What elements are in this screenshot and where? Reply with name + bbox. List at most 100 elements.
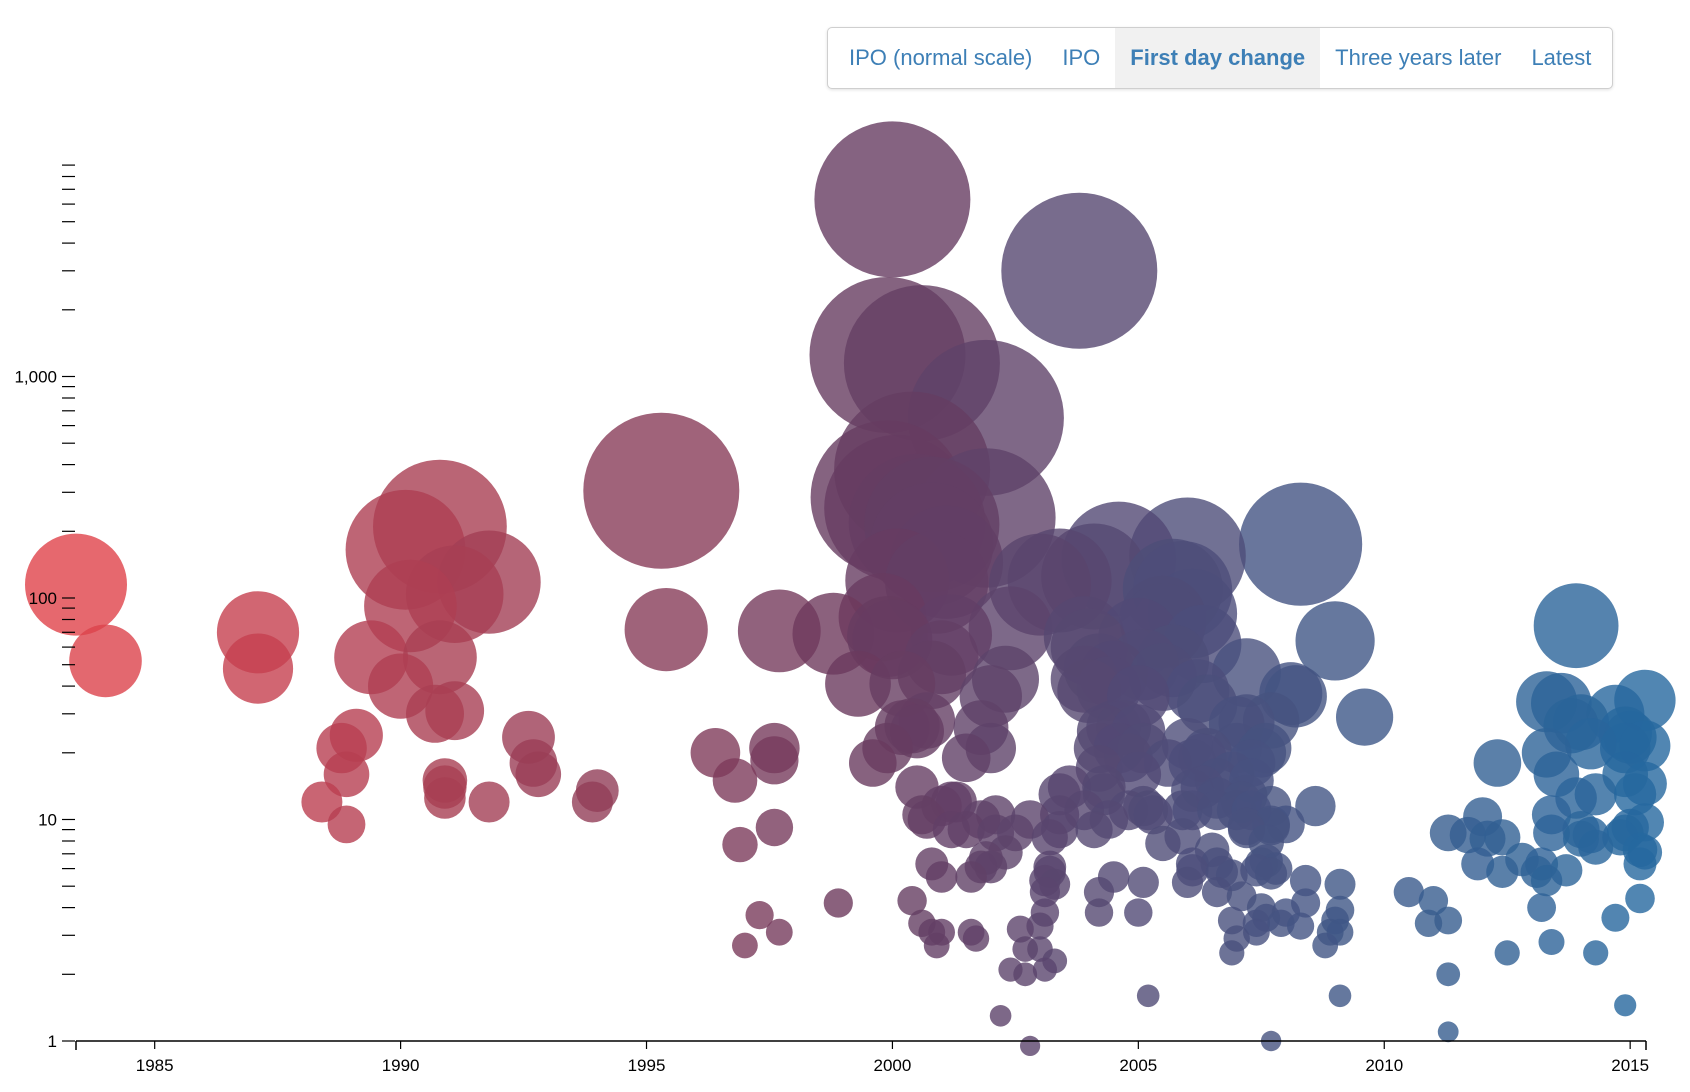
data-point[interactable] bbox=[1006, 915, 1034, 943]
x-tick-label: 1995 bbox=[628, 1056, 666, 1075]
data-point[interactable] bbox=[1436, 962, 1461, 987]
data-point[interactable] bbox=[1001, 192, 1158, 349]
data-point[interactable] bbox=[1418, 886, 1449, 916]
data-point[interactable] bbox=[424, 777, 466, 819]
data-point[interactable] bbox=[1486, 855, 1519, 889]
data-point[interactable] bbox=[1494, 940, 1520, 966]
x-axis: 1985 1990 1995 2000 2005 2010 2015 bbox=[75, 1040, 1649, 1075]
data-point[interactable] bbox=[1601, 903, 1630, 932]
data-point[interactable] bbox=[1201, 877, 1233, 908]
data-point[interactable] bbox=[624, 588, 708, 672]
view-tab-bar: IPO (normal scale) IPO First day change … bbox=[827, 27, 1614, 89]
data-point[interactable] bbox=[1533, 583, 1619, 669]
data-point[interactable] bbox=[323, 751, 370, 798]
x-tick-label: 2015 bbox=[1611, 1056, 1649, 1075]
data-point[interactable] bbox=[1437, 1021, 1459, 1043]
data-point[interactable] bbox=[1029, 877, 1060, 908]
data-point[interactable] bbox=[897, 886, 927, 916]
data-point[interactable] bbox=[1289, 864, 1322, 897]
data-point[interactable] bbox=[745, 901, 774, 930]
data-point[interactable] bbox=[468, 781, 510, 823]
tab-three-years-later[interactable]: Three years later bbox=[1335, 45, 1502, 70]
data-point[interactable] bbox=[989, 1005, 1012, 1027]
data-point[interactable] bbox=[583, 412, 740, 569]
data-point[interactable] bbox=[1414, 909, 1443, 937]
data-point[interactable] bbox=[1578, 829, 1614, 865]
tab-ipo-normal-scale[interactable]: IPO (normal scale) bbox=[849, 45, 1033, 70]
data-point[interactable] bbox=[1287, 912, 1315, 940]
data-point[interactable] bbox=[1312, 932, 1339, 959]
data-point[interactable] bbox=[1473, 739, 1522, 787]
data-point[interactable] bbox=[1239, 482, 1363, 606]
data-point[interactable] bbox=[1171, 866, 1204, 899]
data-point[interactable] bbox=[925, 861, 958, 893]
y-tick-label: 1,000 bbox=[14, 368, 57, 387]
x-tick-label: 1985 bbox=[136, 1056, 174, 1075]
data-point[interactable] bbox=[1255, 857, 1288, 890]
data-point[interactable] bbox=[765, 918, 793, 946]
data-point[interactable] bbox=[1219, 940, 1245, 966]
data-point[interactable] bbox=[406, 684, 464, 743]
tab-latest[interactable]: Latest bbox=[1531, 45, 1592, 70]
data-point[interactable] bbox=[1336, 688, 1394, 746]
data-point[interactable] bbox=[1295, 785, 1336, 827]
data-point[interactable] bbox=[571, 781, 613, 823]
data-point[interactable] bbox=[1020, 1035, 1041, 1056]
points-layer bbox=[25, 121, 1676, 1056]
data-point[interactable] bbox=[25, 533, 127, 636]
data-point[interactable] bbox=[732, 932, 758, 959]
data-point[interactable] bbox=[1538, 929, 1565, 955]
data-point[interactable] bbox=[327, 805, 366, 844]
data-point[interactable] bbox=[1527, 893, 1556, 922]
data-point[interactable] bbox=[1124, 898, 1153, 927]
x-tick-label: 2000 bbox=[874, 1056, 912, 1075]
data-point[interactable] bbox=[515, 751, 562, 798]
x-tick-label: 2010 bbox=[1365, 1056, 1403, 1075]
data-point[interactable] bbox=[1133, 795, 1173, 835]
x-tick-label: 2005 bbox=[1119, 1056, 1157, 1075]
data-point[interactable] bbox=[1031, 819, 1068, 856]
data-point[interactable] bbox=[1328, 984, 1352, 1008]
y-axis: 1 10 100 1,000 bbox=[14, 164, 75, 1051]
data-point[interactable] bbox=[1295, 601, 1375, 681]
data-point[interactable] bbox=[1083, 877, 1115, 908]
data-point[interactable] bbox=[755, 808, 794, 847]
data-point[interactable] bbox=[962, 925, 990, 952]
data-point[interactable] bbox=[1625, 883, 1655, 914]
data-point[interactable] bbox=[750, 736, 799, 785]
data-point[interactable] bbox=[1324, 868, 1356, 900]
y-tick-label: 100 bbox=[29, 589, 57, 608]
data-point[interactable] bbox=[222, 633, 294, 704]
data-point[interactable] bbox=[1530, 864, 1563, 897]
tab-ipo[interactable]: IPO bbox=[1062, 45, 1101, 70]
data-point[interactable] bbox=[1145, 825, 1181, 862]
data-point[interactable] bbox=[1533, 814, 1570, 852]
data-point[interactable] bbox=[1127, 866, 1159, 899]
data-point[interactable] bbox=[941, 733, 991, 783]
data-point[interactable] bbox=[814, 121, 971, 278]
data-point[interactable] bbox=[1115, 751, 1162, 798]
data-point[interactable] bbox=[1461, 847, 1495, 881]
y-tick-label: 1 bbox=[48, 1032, 57, 1051]
data-point[interactable] bbox=[69, 624, 142, 698]
data-point[interactable] bbox=[1393, 877, 1424, 908]
data-point[interactable] bbox=[722, 826, 758, 863]
data-point[interactable] bbox=[1075, 811, 1113, 849]
data-point[interactable] bbox=[1032, 957, 1057, 982]
data-point[interactable] bbox=[823, 888, 853, 918]
data-point[interactable] bbox=[923, 932, 950, 959]
data-point[interactable] bbox=[1136, 984, 1160, 1008]
data-point[interactable] bbox=[1623, 847, 1657, 881]
data-point[interactable] bbox=[955, 861, 987, 893]
data-point[interactable] bbox=[1614, 994, 1637, 1017]
data-point[interactable] bbox=[849, 739, 897, 787]
data-point[interactable] bbox=[968, 586, 1053, 671]
data-point[interactable] bbox=[1013, 962, 1038, 987]
data-point[interactable] bbox=[947, 811, 985, 849]
x-tick-label: 1990 bbox=[382, 1056, 420, 1075]
tab-first-day-change[interactable]: First day change bbox=[1115, 28, 1321, 88]
data-point[interactable] bbox=[1084, 898, 1114, 927]
data-point[interactable] bbox=[712, 758, 758, 803]
data-point[interactable] bbox=[1583, 940, 1609, 966]
